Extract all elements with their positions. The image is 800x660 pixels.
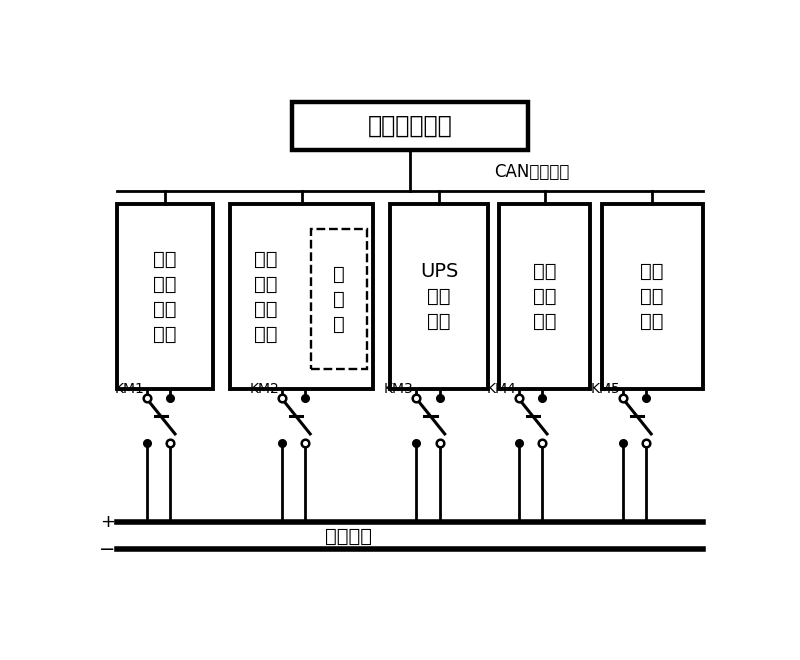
Text: 集中监控模块: 集中监控模块 — [368, 114, 452, 138]
Bar — [230, 204, 373, 389]
Text: UPS
电源
模块: UPS 电源 模块 — [420, 262, 458, 331]
Text: 充
电
机: 充 电 机 — [333, 265, 345, 333]
Text: KM5: KM5 — [590, 381, 620, 396]
Text: −: − — [99, 540, 116, 559]
Bar — [390, 204, 487, 389]
Bar — [310, 229, 366, 369]
Text: KM3: KM3 — [384, 381, 414, 396]
Text: +: + — [100, 513, 115, 531]
Text: 直流母线: 直流母线 — [325, 527, 371, 546]
Bar — [498, 204, 590, 389]
Bar — [292, 102, 528, 150]
Text: 通信
电源
模块: 通信 电源 模块 — [640, 262, 663, 331]
Text: 直流
操作
电源
模块: 直流 操作 电源 模块 — [254, 249, 278, 343]
Bar — [602, 204, 702, 389]
Text: KM1: KM1 — [114, 381, 144, 396]
Text: CAN通信总线: CAN通信总线 — [494, 163, 569, 181]
Text: 磷酸
铁锂
储能
模块: 磷酸 铁锂 储能 模块 — [154, 249, 177, 343]
Text: KM2: KM2 — [250, 381, 279, 396]
Text: KM4: KM4 — [486, 381, 516, 396]
Text: 逆变
电源
模块: 逆变 电源 模块 — [533, 262, 556, 331]
Bar — [118, 204, 214, 389]
